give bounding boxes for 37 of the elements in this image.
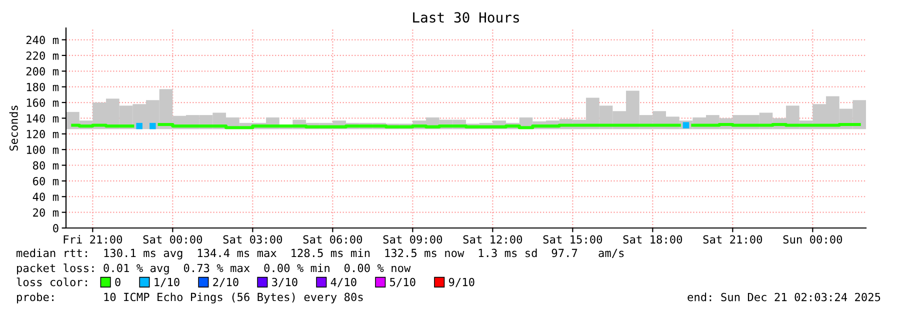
x-tick-label: Sat 06:00 xyxy=(303,235,362,244)
text: median rtt: 130.1 ms avg 134.4 ms max 128.5 ms min 132.5 ms now 1.3 ms sd 97.7 am/s xyxy=(16,248,624,260)
y-tick-label: 20 m xyxy=(33,208,59,217)
y-tick-label: 240 m xyxy=(26,36,59,44)
x-tick-label: Sat 03:00 xyxy=(223,235,282,244)
x-tick-label: Sat 21:00 xyxy=(703,235,762,244)
y-tick-label: 160 m xyxy=(26,98,59,107)
legend-label: 9/10 xyxy=(448,278,474,288)
x-tick-label: Sat 12:00 xyxy=(463,235,522,244)
y-tick-label: 100 m xyxy=(26,146,59,154)
legend-label: 3/10 xyxy=(272,278,298,288)
x-tick-label: Sun 00:00 xyxy=(783,235,842,244)
legend-label: 1/10 xyxy=(154,278,180,288)
x-tick-label: Sat 15:00 xyxy=(543,235,602,244)
text: probe: 10 ICMP Echo Pings (56 Bytes) every 80s xyxy=(17,292,363,304)
x-tick-label: Sat 09:00 xyxy=(383,235,442,244)
legend-title: loss color: xyxy=(16,278,87,286)
y-tick-label: 200 m xyxy=(26,67,59,76)
y-tick-label: 140 m xyxy=(26,114,59,123)
x-tick-label: Fri 21:00 xyxy=(64,235,122,244)
chart-title: Last 30 Hours xyxy=(413,12,519,23)
y-tick-label: 180 m xyxy=(26,82,59,92)
text: end: Sun Dec 21 02:03:24 2025 xyxy=(688,292,880,302)
y-tick-label: 80 m xyxy=(33,161,59,170)
y-tick-label: 40 m xyxy=(32,192,59,202)
x-tick-label: Sat 00:00 xyxy=(143,235,202,244)
legend-label: 0 xyxy=(115,278,120,286)
y-tick-label: 60 m xyxy=(33,176,59,186)
x-tick-label: Sat 18:00 xyxy=(623,235,682,244)
legend-label: 5/10 xyxy=(390,278,416,288)
y-tick-label: 220 m xyxy=(26,51,59,60)
y-tick-label: 120 m xyxy=(26,130,59,138)
text: packet loss: 0.01 % avg 0.73 % max 0.00 % min 0.00 % now xyxy=(17,264,411,274)
y-axis-title: Seconds xyxy=(9,106,18,151)
legend-label: 4/10 xyxy=(330,278,356,288)
y-tick-label: 0 xyxy=(53,224,58,232)
legend-label: 2/10 xyxy=(213,278,238,288)
